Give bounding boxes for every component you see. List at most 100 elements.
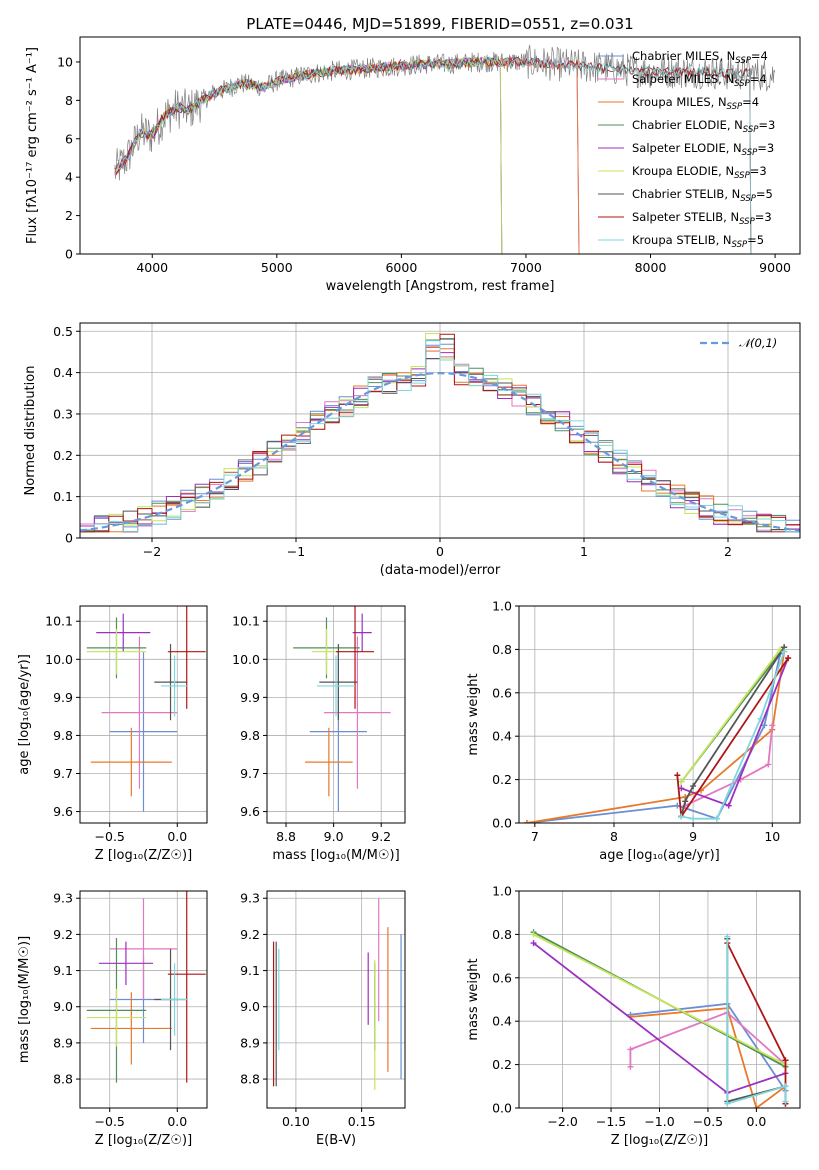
weight-point [769, 722, 776, 729]
errorbar-kroupa-stelib [316, 655, 356, 717]
x-tick-label: 9.0 [324, 829, 344, 844]
errorbar-salpeter-elodie [96, 613, 151, 652]
y-tick-label: 9.1 [240, 963, 260, 978]
model-kroupa-elodie-line [114, 56, 503, 254]
y-tick-label: 1.0 [492, 884, 512, 899]
weight-point [757, 715, 764, 722]
y-tick-label: 9.0 [53, 999, 73, 1014]
plot-area [80, 333, 800, 533]
legend-label: Salpeter ELODIE, NSSP=3 [632, 141, 774, 158]
x-tick-label: 1 [580, 544, 588, 559]
errorbar-kroupa-miles [305, 727, 353, 797]
weight-line [630, 1007, 787, 1108]
y-tick-label: 10.1 [45, 614, 73, 629]
weight-line [526, 653, 782, 823]
y-tick-label: 9.2 [240, 927, 260, 942]
x-tick-label: −1.5 [596, 1114, 626, 1129]
y-tick-label: 9.9 [53, 690, 73, 705]
errorbar-kroupa-stelib [161, 963, 189, 1036]
y-tick-label: 10 [57, 54, 73, 69]
errorbar-kroupa-elodie [86, 628, 147, 675]
weight-point [724, 1100, 731, 1107]
y-tick-label: 8.8 [240, 1072, 260, 1087]
weight-line [726, 936, 787, 1105]
ticks: 0.10 0.15 8.8 8.9 9.0 9.1 9.2 9.3 [240, 891, 375, 1129]
x-tick-label: −0.5 [95, 1114, 125, 1129]
legend-tail: =4 [751, 49, 768, 63]
weight-series-chabrier-miles [523, 650, 784, 823]
legend-tail: =5 [747, 233, 764, 247]
x-axis-label: Z [log₁₀(Z/Z☉)] [611, 1133, 708, 1148]
legend-tail: =3 [755, 210, 772, 224]
y-tick-label: 0 [65, 531, 73, 546]
y-axis-label: mass weight [466, 958, 481, 1040]
y-axis-label: Normed distribution [23, 366, 38, 496]
legend-label: Chabrier STELIB, NSSP=5 [632, 187, 773, 204]
weight-series-kroupa-miles [523, 648, 788, 823]
weight-point [627, 1063, 634, 1070]
plot-area [272, 898, 402, 1090]
y-tick-label: 8.9 [53, 1035, 73, 1050]
y-tick-label: 0.6 [492, 970, 512, 985]
y-tick-label: 10.1 [232, 614, 260, 629]
panel-weight_vs_age: 7 8 9 10 0.0 0.2 0.4 0.6 0.8 1.0 age [log₁₀(age/yr… [466, 599, 801, 863]
weight-point [627, 1046, 634, 1053]
axes-frame [79, 890, 208, 1109]
weight-point [690, 783, 697, 790]
y-axis-label: mass [log₁₀(M/M☉)] [17, 936, 32, 1063]
weight-point [674, 772, 681, 779]
plot-area [530, 929, 789, 1108]
model-salpeter-elodie-line [114, 56, 503, 254]
x-axis-label: Z [log₁₀(Z/Z☉)] [95, 1133, 192, 1148]
axes-frame [79, 322, 801, 539]
model-chabrier-miles-line [114, 56, 580, 254]
weight-point [782, 1098, 789, 1105]
legend-label: Kroupa STELIB, NSSP=5 [632, 233, 764, 250]
axes-frame [79, 605, 208, 824]
x-tick-label: 9000 [759, 260, 791, 275]
y-tick-label: 0.2 [53, 448, 73, 463]
y-axis-label: Flux [fλ10⁻¹⁷ erg cm⁻² s⁻¹ A⁻¹] [25, 47, 40, 244]
weight-line [533, 933, 786, 1066]
weight-point [678, 778, 685, 785]
grid [267, 606, 405, 823]
ticks: 7 8 9 10 0.0 0.2 0.4 0.6 0.8 1.0 [492, 599, 780, 845]
plot-area [293, 606, 391, 812]
axes-frame [266, 605, 406, 824]
x-tick-label: 0.0 [167, 829, 187, 844]
legend-label: 𝒩(0,1) [739, 336, 777, 350]
y-tick-label: 0.4 [492, 1014, 512, 1029]
legend-text: Chabrier MILES, N [632, 49, 735, 63]
legend-text: Salpeter MILES, N [632, 72, 734, 86]
plot-area [86, 891, 206, 1083]
y-tick-label: 8.9 [240, 1035, 260, 1050]
y-tick-label: 0.3 [53, 406, 73, 421]
y-tick-label: 0.6 [492, 685, 512, 700]
x-tick-label: −0.5 [95, 829, 125, 844]
weight-point [682, 798, 689, 805]
errorbar-kroupa-stelib [161, 655, 189, 717]
x-axis-label: E(B-V) [316, 1133, 356, 1148]
legend-subscript: SSP [732, 240, 748, 250]
y-tick-label: 0.8 [492, 927, 512, 942]
errorbar-chabrier-miles [109, 651, 178, 812]
errorbar-chabrier-stelib [319, 644, 358, 721]
model-salpeter-stelib-line [114, 55, 752, 254]
legend-text: Salpeter STELIB, N [632, 210, 739, 224]
y-tick-label: 9.7 [240, 766, 260, 781]
x-tick-label: 9 [689, 829, 697, 844]
x-tick-label: 8.8 [276, 829, 296, 844]
weight-series-kroupa-stelib [678, 648, 788, 822]
axes-frame [266, 890, 406, 1109]
y-tick-label: 9.6 [53, 804, 73, 819]
y-tick-label: 9.8 [53, 728, 73, 743]
y-tick-label: 0.0 [492, 1101, 512, 1116]
panel-weight_vs_Z: −2.0 −1.5 −1.0 −0.5 0.0 0.0 0.2 0.4 0.6 0.8 1.0 Z [… [466, 884, 801, 1148]
y-tick-label: 9.0 [240, 999, 260, 1014]
weight-line [629, 1011, 787, 1067]
residual-hist-kroupa-stelib [80, 340, 800, 533]
errorbar-chabrier-stelib [154, 644, 187, 721]
y-tick-label: 0.0 [492, 816, 512, 831]
figure-title: PLATE=0446, MJD=51899, FIBERID=0551, z=0… [246, 15, 633, 33]
weight-line [526, 651, 786, 823]
